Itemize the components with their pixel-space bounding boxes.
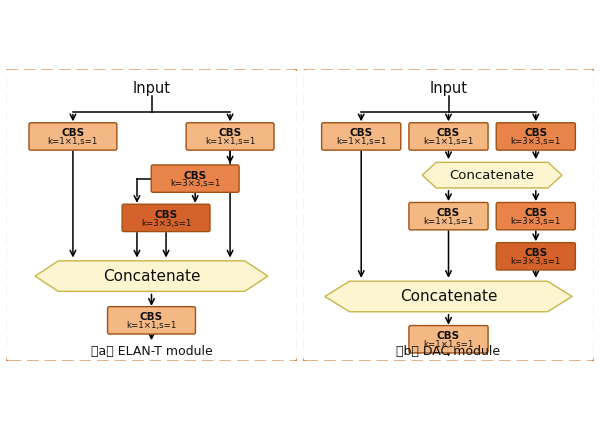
FancyBboxPatch shape (409, 123, 488, 150)
Text: Concatenate: Concatenate (400, 289, 497, 304)
FancyBboxPatch shape (151, 165, 239, 192)
Text: k=1×1,s=1: k=1×1,s=1 (205, 137, 255, 146)
Text: CBS: CBS (437, 128, 460, 138)
FancyBboxPatch shape (496, 243, 575, 270)
Text: k=1×1,s=1: k=1×1,s=1 (127, 321, 176, 330)
Text: CBS: CBS (61, 128, 85, 138)
Text: （b） DAC module: （b） DAC module (397, 345, 500, 358)
FancyBboxPatch shape (322, 123, 401, 150)
Text: k=1×1,s=1: k=1×1,s=1 (424, 217, 473, 226)
Text: CBS: CBS (154, 210, 178, 220)
FancyBboxPatch shape (409, 203, 488, 230)
Text: CBS: CBS (437, 208, 460, 218)
Text: k=1×1,s=1: k=1×1,s=1 (424, 340, 473, 349)
FancyBboxPatch shape (107, 307, 196, 334)
Text: CBS: CBS (437, 331, 460, 341)
Polygon shape (325, 281, 572, 312)
Text: k=1×1,s=1: k=1×1,s=1 (424, 137, 473, 146)
FancyBboxPatch shape (409, 326, 488, 353)
FancyBboxPatch shape (29, 123, 117, 150)
Text: Input: Input (430, 81, 467, 96)
Text: CBS: CBS (524, 208, 547, 218)
Text: CBS: CBS (218, 128, 242, 138)
Text: Concatenate: Concatenate (103, 269, 200, 284)
FancyBboxPatch shape (496, 203, 575, 230)
Text: k=3×3,s=1: k=3×3,s=1 (511, 217, 561, 226)
Text: Input: Input (133, 81, 170, 96)
FancyBboxPatch shape (122, 204, 210, 232)
Text: k=1×1,s=1: k=1×1,s=1 (48, 137, 98, 146)
Text: CBS: CBS (140, 312, 163, 322)
Polygon shape (35, 261, 268, 292)
Text: CBS: CBS (524, 128, 547, 138)
Text: CBS: CBS (524, 248, 547, 258)
FancyBboxPatch shape (496, 123, 575, 150)
Text: Concatenate: Concatenate (449, 169, 535, 181)
Text: k=3×3,s=1: k=3×3,s=1 (141, 219, 191, 227)
Text: k=3×3,s=1: k=3×3,s=1 (511, 137, 561, 146)
FancyBboxPatch shape (186, 123, 274, 150)
Text: CBS: CBS (350, 128, 373, 138)
Text: CBS: CBS (184, 171, 207, 181)
Text: k=1×1,s=1: k=1×1,s=1 (336, 137, 386, 146)
Text: （a） ELAN-T module: （a） ELAN-T module (91, 345, 212, 358)
Polygon shape (422, 163, 562, 188)
Text: k=3×3,s=1: k=3×3,s=1 (170, 179, 220, 188)
Text: k=3×3,s=1: k=3×3,s=1 (511, 257, 561, 266)
